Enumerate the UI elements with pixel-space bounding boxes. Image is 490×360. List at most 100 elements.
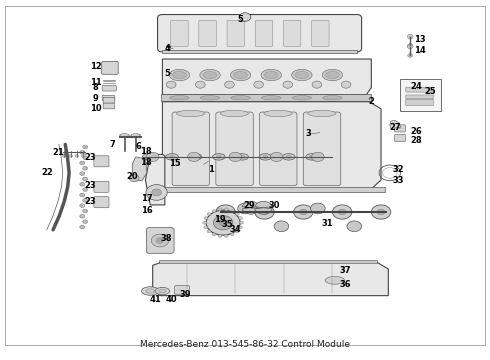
Ellipse shape bbox=[166, 154, 178, 160]
Text: 7: 7 bbox=[110, 140, 116, 149]
Text: 39: 39 bbox=[180, 290, 192, 299]
Circle shape bbox=[240, 221, 244, 224]
Ellipse shape bbox=[322, 69, 343, 81]
Circle shape bbox=[407, 44, 413, 49]
FancyBboxPatch shape bbox=[283, 20, 301, 46]
Circle shape bbox=[69, 154, 73, 157]
FancyBboxPatch shape bbox=[216, 112, 253, 186]
Circle shape bbox=[83, 156, 88, 159]
Ellipse shape bbox=[220, 110, 248, 117]
Ellipse shape bbox=[142, 287, 159, 295]
Circle shape bbox=[254, 81, 264, 88]
Ellipse shape bbox=[234, 72, 247, 78]
Circle shape bbox=[206, 210, 240, 235]
FancyBboxPatch shape bbox=[94, 181, 109, 193]
Circle shape bbox=[312, 81, 322, 88]
Text: 1: 1 bbox=[208, 165, 214, 174]
Circle shape bbox=[229, 152, 242, 162]
Text: 21: 21 bbox=[52, 148, 64, 157]
FancyBboxPatch shape bbox=[303, 112, 341, 186]
Circle shape bbox=[408, 44, 413, 47]
FancyBboxPatch shape bbox=[102, 95, 115, 100]
Circle shape bbox=[407, 35, 413, 39]
Circle shape bbox=[204, 217, 208, 220]
Circle shape bbox=[83, 188, 88, 192]
Text: 17: 17 bbox=[141, 194, 153, 203]
Ellipse shape bbox=[159, 289, 166, 293]
FancyBboxPatch shape bbox=[406, 95, 434, 99]
Ellipse shape bbox=[217, 156, 221, 158]
Text: 13: 13 bbox=[414, 35, 426, 44]
Wedge shape bbox=[255, 201, 272, 208]
Text: 37: 37 bbox=[340, 266, 351, 275]
FancyBboxPatch shape bbox=[158, 14, 362, 52]
Text: 18: 18 bbox=[140, 158, 152, 167]
Ellipse shape bbox=[203, 72, 217, 78]
Circle shape bbox=[230, 233, 234, 236]
Text: 18: 18 bbox=[140, 147, 152, 156]
Text: 36: 36 bbox=[339, 280, 351, 289]
Text: 14: 14 bbox=[414, 46, 426, 55]
Circle shape bbox=[129, 175, 139, 182]
Circle shape bbox=[347, 221, 362, 231]
Polygon shape bbox=[132, 157, 147, 181]
Ellipse shape bbox=[169, 69, 190, 81]
FancyBboxPatch shape bbox=[102, 62, 118, 74]
Ellipse shape bbox=[286, 156, 291, 158]
FancyBboxPatch shape bbox=[260, 112, 297, 186]
Circle shape bbox=[332, 205, 352, 219]
Ellipse shape bbox=[292, 69, 312, 81]
Polygon shape bbox=[162, 59, 371, 95]
Text: 32: 32 bbox=[392, 165, 404, 174]
Text: 9: 9 bbox=[93, 94, 98, 103]
Text: 33: 33 bbox=[392, 176, 404, 185]
Circle shape bbox=[83, 209, 88, 213]
Text: 5: 5 bbox=[164, 69, 170, 78]
Circle shape bbox=[255, 205, 274, 219]
Circle shape bbox=[294, 205, 313, 219]
Circle shape bbox=[62, 154, 66, 157]
Circle shape bbox=[312, 152, 324, 162]
Circle shape bbox=[80, 193, 85, 197]
Ellipse shape bbox=[295, 72, 309, 78]
FancyBboxPatch shape bbox=[406, 87, 434, 92]
Circle shape bbox=[207, 230, 211, 233]
Circle shape bbox=[235, 230, 239, 233]
Text: 2: 2 bbox=[368, 97, 374, 106]
Circle shape bbox=[80, 225, 85, 229]
Circle shape bbox=[80, 150, 85, 154]
Circle shape bbox=[274, 221, 289, 231]
Text: 5: 5 bbox=[237, 15, 243, 24]
Text: 25: 25 bbox=[425, 87, 437, 96]
FancyBboxPatch shape bbox=[102, 85, 116, 91]
Ellipse shape bbox=[230, 69, 251, 81]
Circle shape bbox=[311, 203, 325, 214]
Polygon shape bbox=[162, 50, 357, 53]
Circle shape bbox=[83, 220, 88, 224]
Ellipse shape bbox=[264, 110, 292, 117]
Ellipse shape bbox=[310, 156, 315, 158]
Ellipse shape bbox=[231, 96, 250, 100]
Ellipse shape bbox=[240, 156, 245, 158]
Text: 23: 23 bbox=[85, 181, 97, 190]
Circle shape bbox=[261, 209, 269, 215]
Text: 23: 23 bbox=[85, 197, 97, 206]
Text: 15: 15 bbox=[169, 159, 180, 168]
Text: 12: 12 bbox=[90, 62, 102, 71]
Ellipse shape bbox=[120, 134, 129, 136]
FancyBboxPatch shape bbox=[174, 286, 190, 294]
Ellipse shape bbox=[200, 96, 220, 100]
Circle shape bbox=[166, 81, 176, 88]
Circle shape bbox=[80, 183, 85, 186]
Ellipse shape bbox=[325, 276, 344, 284]
Ellipse shape bbox=[172, 72, 186, 78]
Circle shape bbox=[235, 213, 239, 215]
Circle shape bbox=[238, 203, 252, 214]
Circle shape bbox=[239, 217, 243, 220]
Circle shape bbox=[283, 81, 293, 88]
Polygon shape bbox=[146, 154, 165, 205]
Text: 16: 16 bbox=[141, 206, 153, 215]
Circle shape bbox=[80, 172, 85, 175]
FancyBboxPatch shape bbox=[147, 228, 174, 253]
Circle shape bbox=[224, 208, 228, 211]
